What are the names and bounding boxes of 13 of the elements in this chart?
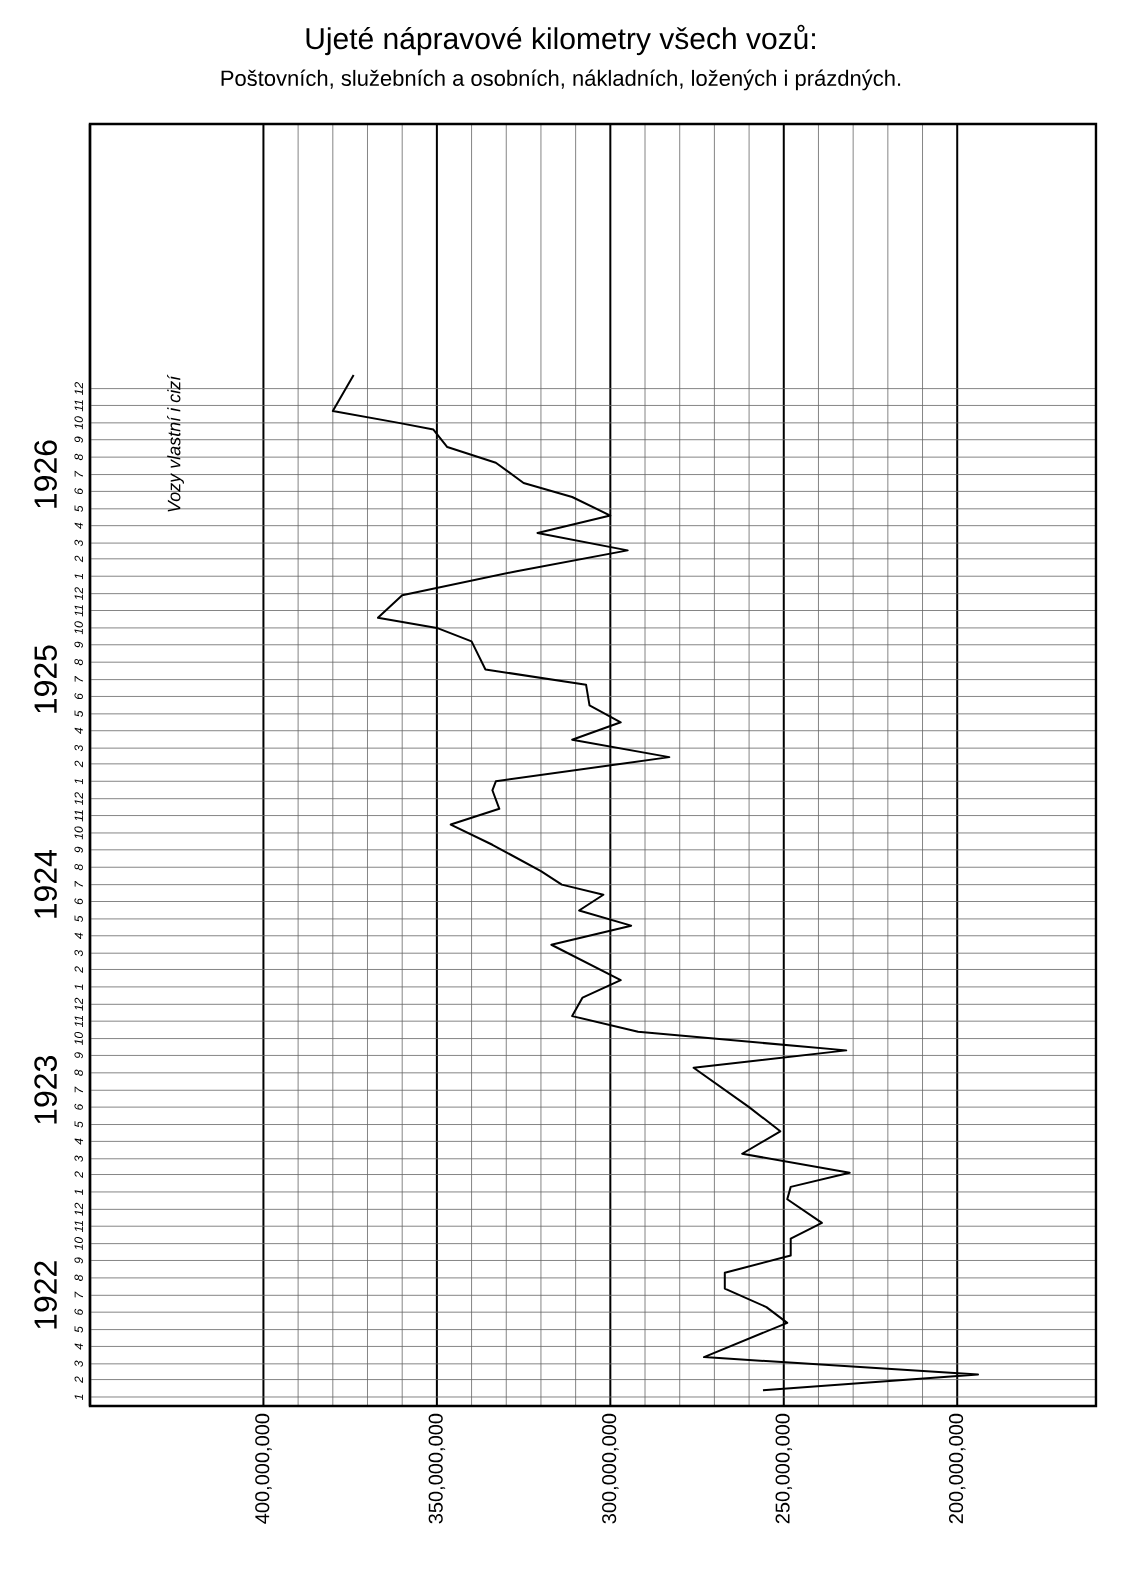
y2-tick-label: 1922 bbox=[34, 1261, 57, 1329]
x-tick-label: 350,000,000 bbox=[428, 1413, 446, 1524]
x-tick-label: 250,000,000 bbox=[775, 1413, 793, 1524]
chart-title: Ujeté nápravové kilometry všech vozů: bbox=[306, 24, 815, 56]
y2-tick-label: 1923 bbox=[34, 1056, 57, 1124]
y2-tick-label: 1925 bbox=[34, 645, 57, 713]
annotation: Vozy vlastní i cizí bbox=[166, 374, 184, 512]
y2-tick-label: 1924 bbox=[34, 850, 57, 918]
x-tick-label: 200,000,000 bbox=[948, 1413, 966, 1524]
chart-subtitle: Poštovních, služebních a osobních, nákladních, ložených i prázdných. bbox=[221, 69, 901, 91]
y2-tick-label: 1926 bbox=[34, 440, 57, 508]
x-tick-label: 400,000,000 bbox=[255, 1413, 272, 1524]
x-tick-label: 300,000,000 bbox=[602, 1413, 619, 1524]
